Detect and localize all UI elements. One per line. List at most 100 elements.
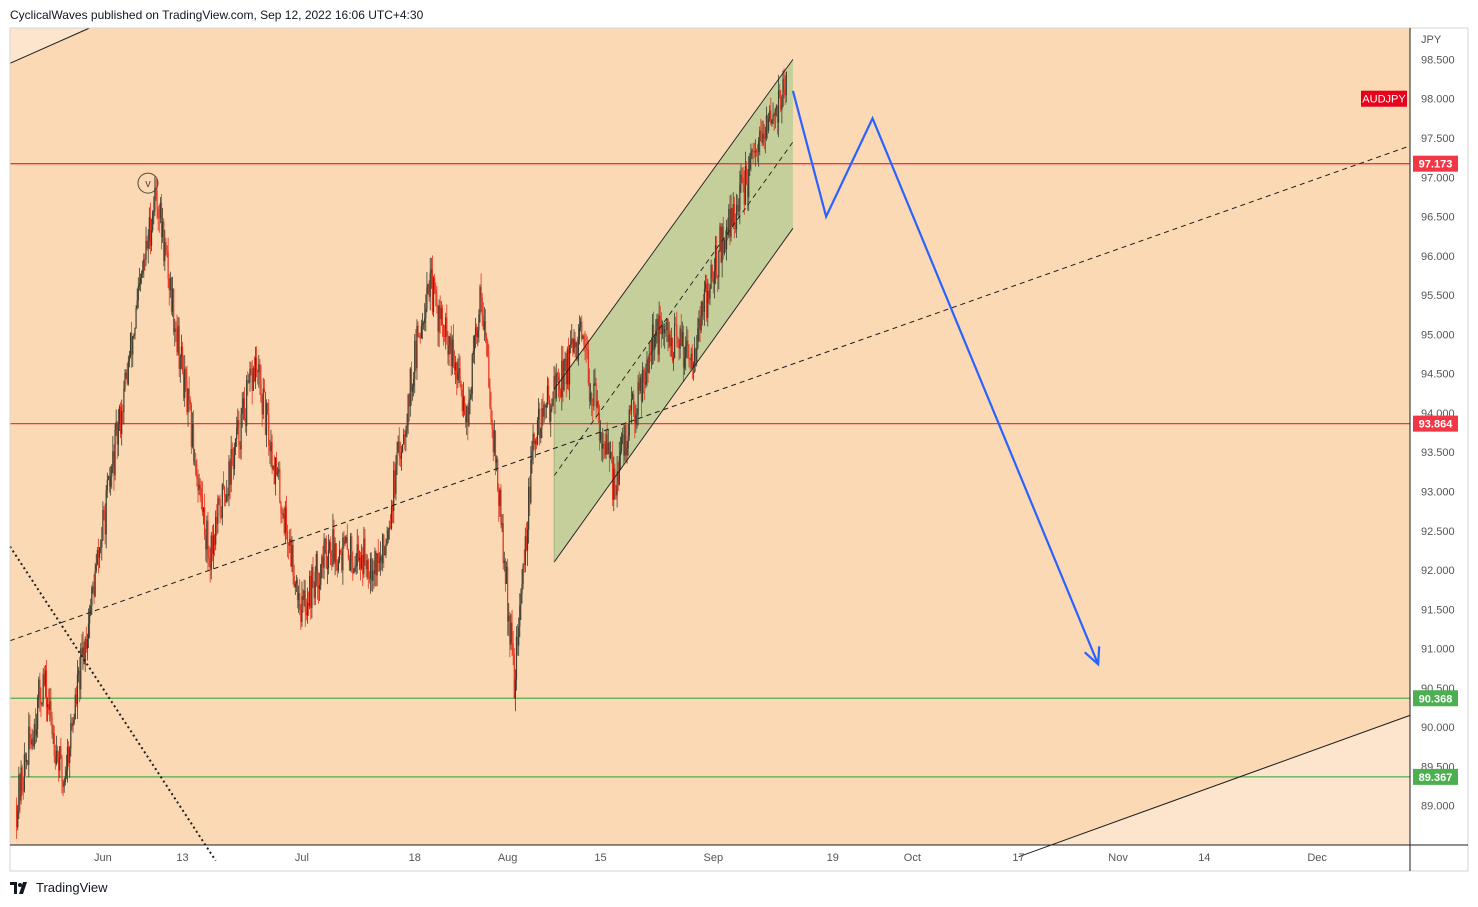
channel-lower-line: [553, 228, 794, 563]
candle-body: [461, 389, 463, 411]
candle: [515, 626, 518, 691]
tradingview-footer[interactable]: TradingView: [10, 880, 108, 895]
candle: [296, 577, 299, 609]
candle-body: [208, 557, 210, 559]
candle-body: [53, 733, 55, 756]
candle: [73, 713, 75, 726]
candle-body: [583, 335, 585, 345]
candle-body: [463, 396, 466, 416]
candle-body: [281, 513, 283, 515]
candle-body: [45, 670, 48, 708]
candle-body: [183, 370, 185, 398]
candle-body: [664, 329, 666, 334]
candle: [397, 435, 399, 453]
tradingview-brand: TradingView: [36, 880, 108, 895]
candle-body: [29, 726, 31, 740]
candle: [101, 526, 103, 561]
candle: [601, 431, 603, 461]
candle-body: [592, 404, 594, 406]
candle: [442, 324, 445, 346]
candle-body: [680, 328, 682, 346]
candle: [748, 155, 750, 211]
candle: [760, 118, 762, 142]
candle: [362, 547, 364, 587]
candle: [407, 393, 409, 434]
candle-body: [486, 336, 488, 342]
candle: [588, 368, 591, 410]
candle: [189, 396, 191, 411]
candle-body: [710, 264, 712, 289]
candle: [670, 327, 672, 357]
candle: [79, 656, 81, 703]
candle: [635, 404, 637, 433]
candle: [513, 647, 515, 699]
candle-body: [217, 498, 219, 524]
candle: [348, 554, 351, 571]
candle-body: [180, 346, 183, 357]
candle-body: [38, 679, 40, 698]
candle: [314, 566, 316, 606]
candle-body: [94, 570, 96, 597]
candle-body: [457, 372, 459, 380]
candle-body: [462, 396, 464, 411]
candle: [353, 568, 355, 574]
candle: [281, 506, 283, 524]
candle-body: [271, 442, 273, 470]
candle-body: [658, 315, 660, 355]
candle: [697, 317, 699, 350]
candle: [413, 371, 415, 397]
candle-body: [326, 568, 328, 569]
candle: [471, 353, 473, 402]
candle-body: [716, 245, 718, 277]
candle: [593, 369, 595, 411]
candle: [133, 333, 135, 339]
candle-body: [703, 289, 706, 312]
candle-body: [376, 553, 378, 576]
candle: [378, 552, 380, 572]
candle-body: [16, 805, 18, 828]
candle: [460, 380, 462, 397]
candle: [653, 311, 655, 364]
candle: [676, 311, 678, 348]
candle: [64, 766, 66, 786]
candle: [764, 126, 766, 154]
candle-body: [48, 704, 50, 710]
candle: [541, 398, 543, 439]
candle-body: [603, 443, 605, 445]
x-tick-label: Sep: [704, 852, 724, 864]
candle-body: [499, 489, 501, 507]
candle-body: [563, 359, 565, 391]
candle-body: [277, 472, 279, 475]
candle: [467, 403, 469, 441]
candle: [438, 299, 440, 348]
candle: [194, 448, 196, 467]
candle-body: [748, 168, 750, 198]
candle: [277, 467, 279, 478]
candle: [244, 408, 247, 433]
candle: [279, 461, 281, 504]
candle-body: [730, 208, 732, 237]
candle: [34, 708, 37, 745]
price-tag-label: 90.368: [1419, 693, 1453, 705]
candle: [154, 176, 156, 217]
candle-body: [541, 408, 543, 429]
candle-body: [415, 340, 417, 369]
candle-body: [623, 434, 625, 456]
candle: [474, 317, 477, 349]
candle-body: [772, 114, 774, 121]
candle-body: [491, 419, 493, 430]
candle: [453, 350, 456, 375]
projection-arrowhead: [1083, 646, 1101, 667]
candle-body: [195, 460, 197, 475]
candle: [31, 728, 33, 751]
candle-body: [523, 564, 525, 566]
candle: [285, 495, 288, 540]
candle-body: [98, 547, 101, 558]
candle-body: [701, 301, 703, 316]
candle: [721, 223, 723, 278]
x-tick-label: 17: [1012, 852, 1024, 864]
candle: [714, 235, 717, 285]
candle-body: [636, 414, 638, 416]
candle: [545, 402, 547, 419]
